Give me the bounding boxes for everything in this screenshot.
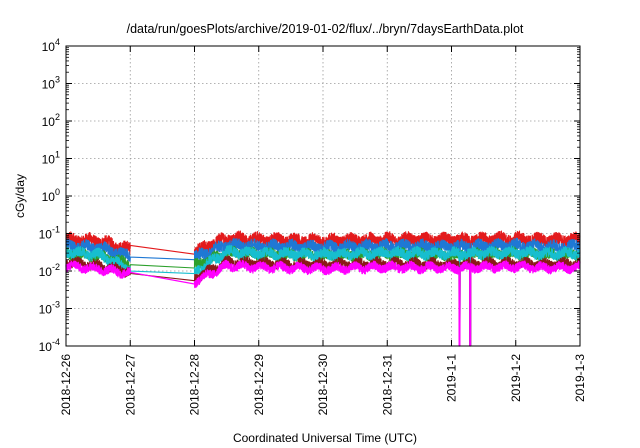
x-tick-label: 2018-12-30	[316, 354, 330, 416]
x-tick-label: 2018-12-31	[380, 354, 394, 416]
y-tick-label: 10-2	[39, 262, 60, 279]
axis-ticks: 10-4 10-3 10-2 10-1 100 101 102 103 104 2018-12-2…	[39, 37, 587, 415]
y-tick-label: 104	[42, 37, 60, 54]
x-tick-label: 2019-1-2	[509, 354, 523, 402]
series-line-4	[65, 244, 581, 347]
y-tick-label: 103	[42, 75, 60, 92]
chart-title: /data/run/goesPlots/archive/2019-01-02/f…	[127, 22, 524, 36]
y-tick-label: 10-1	[39, 225, 60, 242]
x-tick-label: 2019-1-1	[445, 354, 459, 402]
x-tick-label: 2018-12-28	[188, 354, 202, 416]
grid	[66, 46, 580, 346]
x-tick-label: 2019-1-3	[573, 354, 587, 402]
y-tick-label: 102	[42, 112, 60, 129]
y-tick-label: 101	[42, 150, 60, 167]
y-tick-label: 100	[42, 187, 60, 204]
y-tick-label: 10-4	[39, 337, 60, 354]
x-tick-label: 2018-12-27	[123, 354, 137, 416]
y-axis-label: cGy/day	[13, 174, 27, 218]
x-tick-label: 2018-12-29	[252, 354, 266, 416]
x-tick-label: 2018-12-26	[59, 354, 73, 416]
x-axis-label: Coordinated Universal Time (UTC)	[233, 431, 417, 445]
y-tick-label: 10-3	[39, 300, 60, 317]
series-line-6	[65, 259, 581, 347]
series-layer	[65, 230, 581, 347]
